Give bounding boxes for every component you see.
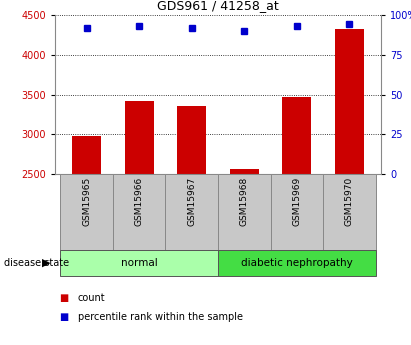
Bar <box>270 174 323 250</box>
Text: GSM15968: GSM15968 <box>240 177 249 226</box>
Text: GSM15966: GSM15966 <box>135 177 144 226</box>
Bar <box>218 250 376 276</box>
Text: count: count <box>78 294 105 303</box>
Bar <box>125 101 154 174</box>
Bar <box>113 174 166 250</box>
Text: percentile rank within the sample: percentile rank within the sample <box>78 313 242 322</box>
Bar <box>177 106 206 174</box>
Text: GSM15965: GSM15965 <box>82 177 91 226</box>
Bar <box>218 174 270 250</box>
Bar <box>282 97 312 174</box>
Text: diabetic nephropathy: diabetic nephropathy <box>241 258 353 268</box>
Text: GSM15970: GSM15970 <box>345 177 354 226</box>
Bar <box>323 174 376 250</box>
Bar <box>60 250 218 276</box>
Title: GDS961 / 41258_at: GDS961 / 41258_at <box>157 0 279 12</box>
Text: GSM15969: GSM15969 <box>292 177 301 226</box>
Bar <box>335 29 364 174</box>
Bar <box>72 136 101 174</box>
Text: disease state: disease state <box>4 258 69 268</box>
Text: GSM15967: GSM15967 <box>187 177 196 226</box>
Bar <box>230 169 259 174</box>
Text: ■: ■ <box>59 313 69 322</box>
Bar <box>60 174 113 250</box>
Text: ■: ■ <box>59 294 69 303</box>
Bar <box>166 174 218 250</box>
Text: ▶: ▶ <box>42 258 51 268</box>
Text: normal: normal <box>121 258 157 268</box>
